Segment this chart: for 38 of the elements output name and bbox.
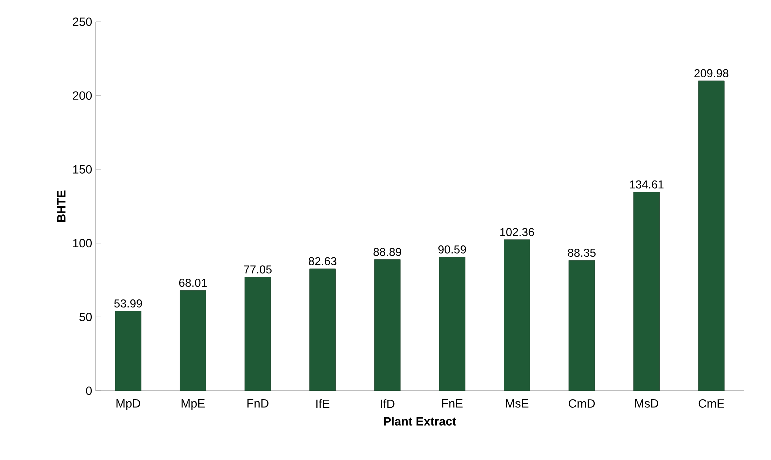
data-label: 90.59 (438, 246, 466, 254)
data-label: 209.98 (694, 69, 729, 78)
y-axis-title: BHTE (57, 190, 66, 222)
data-label: 53.99 (114, 300, 142, 308)
x-tick-label: CmE (698, 400, 724, 408)
x-tick-label: MpE (182, 400, 205, 410)
data-label: 102.36 (500, 228, 534, 236)
x-tick-label: MpD (116, 400, 140, 410)
data-label: 134.61 (630, 180, 664, 189)
y-tick-label: 250 (73, 18, 92, 26)
x-axis-title: Plant Extract (384, 417, 456, 426)
bar (634, 192, 660, 392)
x-tick-label: MsD (636, 400, 659, 408)
x-tick-label: FnE (442, 400, 463, 408)
data-label: 82.63 (308, 257, 337, 266)
bar (310, 268, 336, 392)
y-tick-label: 0 (86, 386, 92, 396)
data-label: 77.05 (244, 266, 272, 274)
x-tick-label: MsE (506, 400, 529, 408)
y-tick-label: 150 (73, 165, 92, 174)
bar (115, 311, 142, 392)
y-tick-label: 50 (80, 312, 92, 322)
bar (504, 240, 530, 392)
bar (374, 260, 401, 392)
data-label: 68.01 (179, 278, 207, 288)
data-label: 88.89 (374, 248, 402, 256)
data-label: 88.35 (568, 248, 596, 258)
x-tick-label: IfD (381, 400, 395, 408)
y-tick-label: 200 (73, 92, 92, 100)
bar (568, 260, 596, 392)
x-tick-label: FnD (248, 400, 269, 408)
y-tick-label: 100 (73, 239, 92, 248)
bar (439, 257, 466, 392)
bar (698, 80, 725, 392)
x-tick-label: CmD (569, 400, 596, 408)
bar (180, 290, 206, 392)
bar (244, 277, 272, 392)
x-tick-label: IfE (316, 400, 330, 408)
